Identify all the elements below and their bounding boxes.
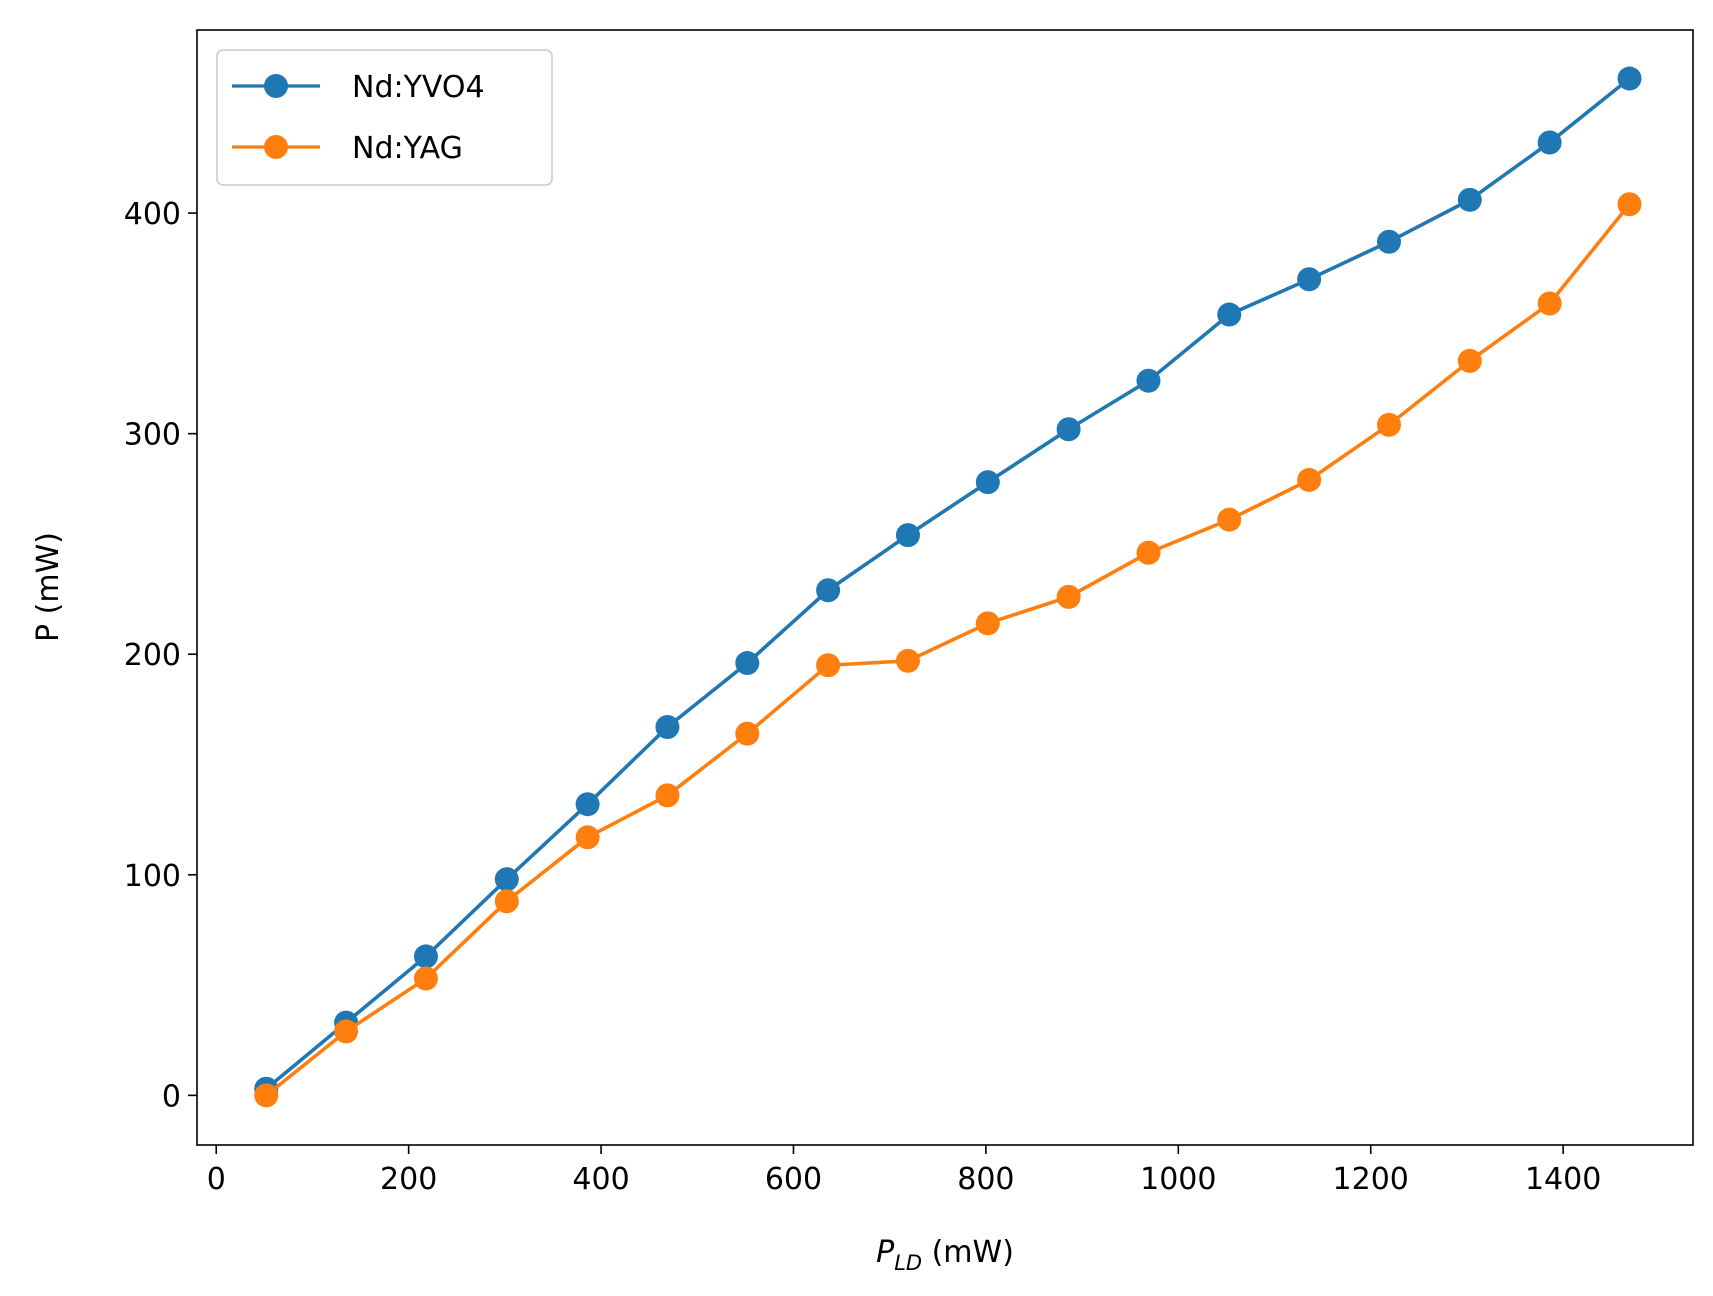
y-axis: 0 100 200 300 400: [124, 197, 197, 1114]
x-tick-label-1200: 1200: [1333, 1162, 1409, 1197]
x-axis-label: PLD (mW): [876, 1235, 1014, 1275]
data-point-nd-yag-10: [1056, 584, 1081, 609]
data-point-nd-yvo4-17: [1617, 66, 1642, 91]
legend-label-nd-yag: Nd:YAG: [352, 131, 463, 166]
data-point-nd-yag-7: [816, 653, 841, 678]
x-tick-label-600: 600: [765, 1162, 822, 1197]
data-point-nd-yag-11: [1136, 540, 1161, 565]
legend-marker-nd-yag: [264, 135, 288, 159]
x-axis: 0 200 400 600 800 1000 1200 1400: [207, 1145, 1601, 1197]
data-point-nd-yag-9: [975, 611, 1000, 636]
data-point-nd-yag-0: [254, 1083, 279, 1108]
y-tick-label-200: 200: [124, 638, 181, 673]
data-point-nd-yvo4-15: [1457, 187, 1482, 212]
data-point-nd-yvo4-14: [1376, 229, 1401, 254]
data-point-nd-yag-4: [575, 825, 600, 850]
legend-label-nd-yvo4: Nd:YVO4: [352, 70, 485, 105]
data-point-nd-yag-17: [1617, 192, 1642, 217]
data-point-nd-yag-6: [735, 721, 760, 746]
data-point-nd-yag-14: [1376, 412, 1401, 437]
data-point-nd-yag-12: [1217, 507, 1242, 532]
legend-box: [216, 49, 553, 186]
data-point-nd-yag-13: [1297, 467, 1322, 492]
x-tick-label-1400: 1400: [1525, 1162, 1601, 1197]
data-point-nd-yvo4-12: [1217, 302, 1242, 327]
data-point-nd-yag-3: [494, 889, 519, 914]
x-tick-label-200: 200: [380, 1162, 437, 1197]
x-tick-label-400: 400: [572, 1162, 629, 1197]
data-point-nd-yvo4-6: [735, 651, 760, 676]
plot-frame: [196, 29, 1694, 1146]
data-point-nd-yvo4-7: [816, 578, 841, 603]
x-axis-label-subscript: LD: [894, 1251, 922, 1275]
data-point-nd-yag-2: [413, 966, 438, 991]
y-tick-label-100: 100: [124, 859, 181, 894]
y-tick-label-400: 400: [124, 197, 181, 232]
legend: Nd:YVO4 Nd:YAG: [216, 49, 553, 186]
data-point-nd-yag-1: [334, 1019, 359, 1044]
data-point-nd-yvo4-4: [575, 792, 600, 817]
series-line-nd-yvo4: [265, 77, 1631, 1091]
x-tick-label-0: 0: [207, 1162, 226, 1197]
data-point-nd-yvo4-3: [494, 867, 519, 892]
x-axis-label-unit: (mW): [922, 1235, 1014, 1270]
legend-marker-nd-yvo4: [264, 74, 288, 98]
data-point-nd-yvo4-9: [975, 470, 1000, 495]
x-tick-label-800: 800: [957, 1162, 1014, 1197]
y-axis-label: P (mW): [31, 532, 66, 642]
x-tick-label-1000: 1000: [1140, 1162, 1216, 1197]
data-point-nd-yvo4-5: [655, 715, 680, 740]
data-point-nd-yag-16: [1537, 291, 1562, 316]
data-point-nd-yvo4-8: [895, 523, 920, 548]
series-line-nd-yag: [265, 203, 1631, 1097]
data-point-nd-yag-5: [655, 783, 680, 808]
x-axis-label-main: P: [876, 1235, 895, 1270]
data-point-nd-yag-15: [1457, 348, 1482, 373]
y-tick-label-300: 300: [124, 418, 181, 453]
y-tick-label-0: 0: [162, 1079, 181, 1114]
plot-marks: [254, 66, 1642, 1108]
data-point-nd-yvo4-2: [413, 944, 438, 969]
data-point-nd-yag-8: [895, 648, 920, 673]
data-point-nd-yvo4-11: [1136, 368, 1161, 393]
data-point-nd-yvo4-13: [1297, 267, 1322, 292]
data-point-nd-yvo4-10: [1056, 417, 1081, 442]
data-point-nd-yvo4-16: [1537, 130, 1562, 155]
